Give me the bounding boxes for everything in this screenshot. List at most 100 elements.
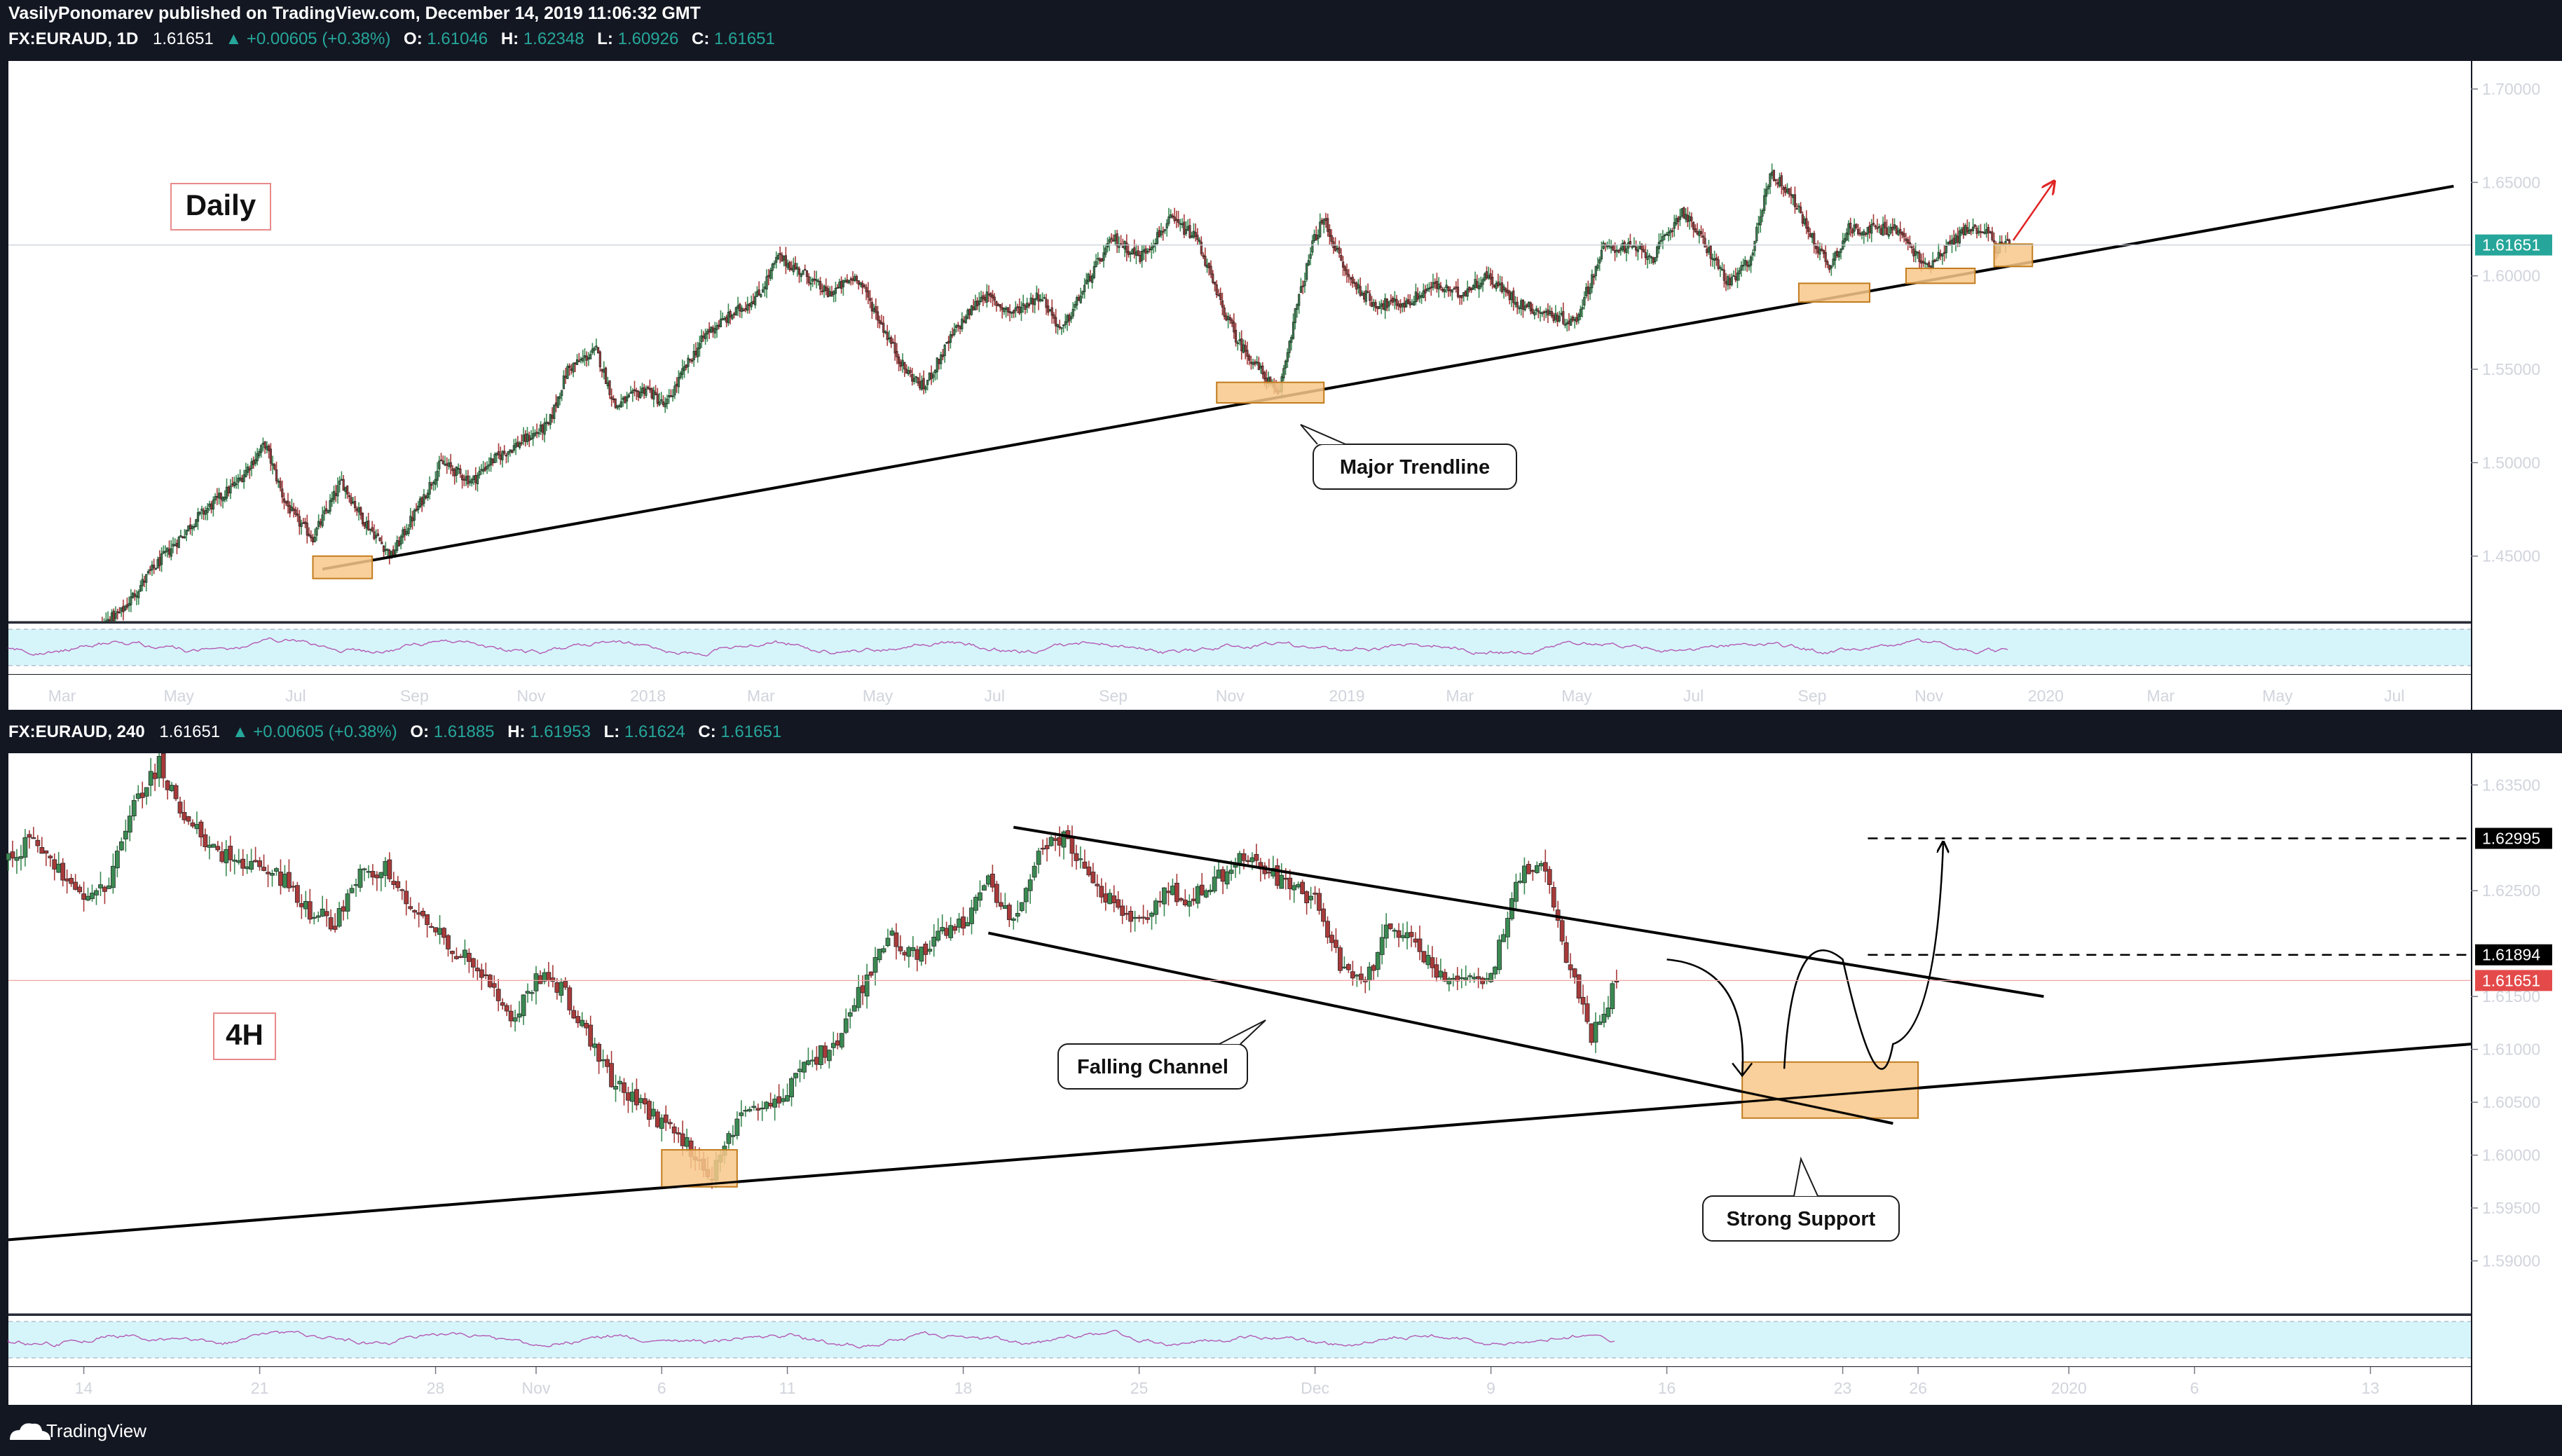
candle-body	[384, 549, 387, 551]
candle-body	[27, 834, 32, 838]
daily-candle	[690, 357, 694, 364]
daily-candle	[114, 606, 117, 621]
h4-candle	[370, 864, 376, 886]
daily-candle	[1654, 256, 1657, 265]
h4-candle	[349, 884, 355, 894]
candle-body	[1717, 259, 1720, 269]
daily-candle	[1581, 299, 1584, 317]
candle-body	[361, 512, 364, 525]
h4-price-axis[interactable]	[2472, 753, 2562, 1405]
candle-body	[1245, 860, 1251, 863]
candle-body	[609, 1063, 614, 1087]
daily-candle	[415, 502, 418, 511]
daily-candle	[1395, 294, 1398, 310]
daily-candle	[776, 252, 780, 261]
daily-title-box	[170, 183, 271, 231]
candle-body	[660, 399, 663, 401]
candle-body	[930, 373, 933, 379]
candle-body	[769, 270, 772, 279]
candle-body	[881, 948, 886, 953]
candle-body	[964, 316, 967, 324]
h4-candle	[839, 1033, 844, 1050]
daily-candle	[1162, 226, 1165, 241]
daily-candle	[177, 535, 180, 549]
daily-candle	[1692, 221, 1695, 238]
candle-body	[1024, 305, 1027, 310]
daily-candle	[698, 336, 701, 357]
daily-candle	[1194, 223, 1197, 242]
candle-body	[596, 1043, 602, 1062]
candle-body	[1035, 292, 1038, 300]
daily-candle	[878, 315, 881, 329]
candle-body	[1914, 250, 1917, 256]
daily-candle	[836, 284, 839, 289]
h4-candle	[1199, 873, 1205, 896]
candle-body	[989, 293, 992, 297]
daily-price-axis[interactable]	[2472, 61, 2562, 678]
candle-body	[2006, 239, 2009, 241]
candle-body	[1975, 228, 1978, 234]
candle-body	[1008, 310, 1011, 314]
tradingview-logo[interactable]: TradingView	[10, 1420, 146, 1441]
h4-current-price-tag: 1.61651	[2482, 971, 2540, 989]
candle-body	[1041, 299, 1044, 301]
candle-body	[111, 865, 116, 888]
candle-body	[806, 1060, 811, 1065]
candle-body	[914, 376, 917, 378]
candle-body	[903, 362, 906, 370]
daily-candle	[704, 329, 707, 345]
candle-body	[936, 930, 941, 941]
candle-body	[817, 280, 820, 282]
candle-body	[743, 1110, 748, 1112]
candle-body	[638, 1098, 643, 1104]
daily-candle	[1037, 288, 1040, 310]
candle-body	[1466, 288, 1469, 297]
candle-body	[1644, 252, 1647, 259]
candle-body	[1403, 302, 1406, 308]
time-tick-label: 21	[251, 1379, 269, 1397]
candle-body	[588, 1024, 594, 1047]
candle-body	[994, 884, 999, 903]
h4-candle	[667, 1118, 673, 1129]
candle-body	[451, 468, 454, 472]
candle-body	[14, 857, 20, 861]
daily-candle	[1855, 223, 1858, 230]
candle-body	[1876, 227, 1879, 229]
candle-body	[488, 464, 491, 467]
daily-candle	[1125, 234, 1128, 261]
candle-body	[1654, 256, 1657, 262]
daily-candle	[993, 293, 996, 306]
candle-body	[1129, 252, 1132, 255]
candle-body	[1929, 266, 1933, 268]
daily-candle	[834, 282, 837, 302]
daily-candle	[1165, 219, 1168, 237]
candle-body	[191, 526, 193, 530]
time-tick-label: 14	[75, 1379, 93, 1397]
candle-body	[381, 542, 383, 544]
h4-candle	[1036, 847, 1041, 874]
candle-body	[1816, 247, 1819, 254]
candle-body	[952, 926, 958, 931]
candle-body	[148, 771, 153, 786]
h4-candle	[1334, 928, 1338, 954]
candle-body	[868, 971, 874, 976]
h4-candle	[240, 849, 246, 877]
h4-candle	[266, 865, 270, 888]
candle-body	[940, 927, 945, 932]
daily-candle	[1550, 307, 1553, 319]
candle-body	[1947, 241, 1950, 245]
candle-body	[1249, 857, 1255, 863]
candle-body	[1125, 242, 1128, 253]
daily-candle	[1644, 243, 1647, 266]
h4-candle	[408, 897, 413, 911]
candle-body	[1581, 307, 1584, 310]
candle-body	[821, 290, 823, 293]
h4-candle	[893, 923, 899, 960]
candle-body	[362, 868, 367, 870]
time-tick-label: May	[1561, 687, 1592, 705]
candle-body	[399, 889, 405, 891]
candle-body	[983, 296, 987, 301]
candle-body	[793, 1073, 798, 1078]
daily-candle	[137, 589, 140, 605]
candle-body	[268, 445, 270, 451]
